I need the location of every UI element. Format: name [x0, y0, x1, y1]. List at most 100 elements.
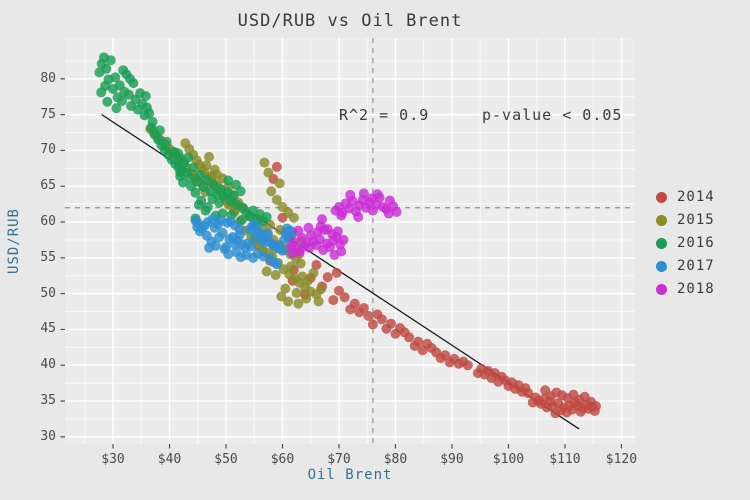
x-tick-label: $50 — [214, 452, 238, 467]
data-point-2017 — [231, 247, 242, 258]
y-tick-label: 50 — [40, 285, 56, 301]
data-point-2016 — [101, 63, 112, 74]
legend-swatch-icon — [656, 191, 667, 203]
data-point-2015 — [259, 157, 270, 168]
data-point-2016 — [183, 152, 194, 163]
data-point-2015 — [302, 275, 313, 286]
p-value-annotation: p-value < 0.05 — [482, 106, 623, 124]
y-tick-label: 40 — [40, 357, 56, 373]
data-point-2018 — [366, 193, 377, 204]
legend-label: 2015 — [677, 212, 715, 228]
data-point-2015 — [301, 293, 312, 304]
data-point-2017 — [215, 214, 226, 225]
legend-label: 2018 — [677, 281, 715, 297]
r-squared-annotation: R^2 = 0.9 — [339, 106, 430, 124]
x-tick-label: $40 — [157, 452, 182, 467]
data-point-2016 — [144, 108, 155, 119]
data-point-2016 — [117, 96, 128, 107]
legend-swatch-icon — [656, 237, 667, 249]
data-point-2017 — [234, 224, 245, 235]
data-point-2018 — [303, 222, 314, 233]
data-point-2016 — [175, 153, 186, 164]
data-point-2014 — [390, 328, 401, 339]
y-tick-label: 45 — [40, 321, 56, 337]
data-point-2017 — [217, 227, 228, 238]
data-point-2018 — [358, 188, 369, 199]
y-tick-label: 55 — [40, 249, 56, 265]
data-point-2016 — [147, 116, 158, 127]
data-point-2015 — [288, 212, 299, 223]
data-point-2014 — [372, 309, 383, 320]
data-point-2016 — [124, 73, 135, 84]
data-point-2015 — [271, 194, 282, 205]
data-point-2017 — [245, 241, 256, 252]
data-point-2016 — [185, 181, 196, 192]
data-point-2015 — [204, 151, 215, 162]
legend-item-2014: 2014 — [656, 188, 715, 206]
x-axis-title: Oil Brent — [307, 467, 393, 483]
data-point-2016 — [231, 179, 242, 190]
data-point-2017 — [224, 234, 235, 245]
data-point-2018 — [391, 207, 402, 217]
data-point-2016 — [188, 162, 199, 173]
data-point-2014 — [444, 357, 455, 368]
data-point-2017 — [269, 240, 280, 251]
data-point-2014 — [591, 401, 602, 412]
plot-panel — [65, 38, 635, 444]
data-point-2016 — [161, 136, 172, 147]
data-point-2015 — [180, 138, 191, 149]
data-point-2015 — [280, 283, 291, 294]
data-point-2014 — [333, 285, 344, 296]
data-point-2014 — [354, 307, 365, 318]
data-point-2018 — [322, 224, 333, 235]
data-point-2015 — [315, 284, 326, 295]
data-point-2017 — [204, 242, 215, 253]
data-point-2014 — [381, 323, 392, 334]
legend-item-2016: 2016 — [656, 234, 715, 252]
legend-swatch-icon — [656, 283, 667, 295]
data-point-2017 — [259, 237, 270, 248]
y-tick-label: 70 — [40, 142, 56, 158]
data-point-2016 — [236, 214, 247, 225]
data-point-2017 — [209, 222, 220, 233]
data-point-2016 — [102, 96, 113, 107]
data-point-2017 — [192, 222, 203, 233]
data-point-2017 — [244, 224, 255, 235]
y-tick-label: 35 — [40, 393, 56, 409]
data-point-2014 — [345, 304, 356, 315]
data-point-2018 — [293, 225, 304, 236]
data-point-2017 — [277, 245, 288, 256]
data-point-2016 — [110, 72, 121, 83]
legend-label: 2016 — [677, 235, 715, 251]
data-point-2015 — [263, 167, 274, 178]
data-point-2014 — [328, 295, 339, 306]
data-point-2018 — [329, 249, 340, 260]
x-tick-label: $90 — [440, 452, 464, 467]
y-tick-label: 65 — [40, 178, 56, 194]
data-point-2016 — [154, 125, 165, 136]
data-point-2014 — [339, 292, 350, 303]
data-point-2018 — [345, 189, 356, 200]
data-point-2016 — [207, 194, 218, 205]
data-point-2017 — [202, 217, 213, 228]
data-point-2014 — [540, 385, 551, 396]
data-point-2014 — [472, 368, 483, 379]
x-tick-label: $80 — [383, 452, 408, 467]
y-tick-label: 60 — [40, 214, 56, 230]
data-point-2015 — [266, 186, 277, 197]
data-point-2017 — [278, 235, 289, 246]
data-point-2016 — [140, 91, 151, 101]
legend-label: 2017 — [677, 258, 715, 274]
data-point-2016 — [175, 171, 186, 182]
data-point-2014 — [331, 267, 342, 278]
data-point-2014 — [322, 272, 333, 283]
data-point-2016 — [223, 175, 234, 186]
data-point-2018 — [286, 241, 297, 252]
data-point-2015 — [283, 296, 294, 307]
data-point-2018 — [317, 214, 328, 225]
data-point-2015 — [261, 266, 272, 277]
y-tick-label: 30 — [40, 428, 56, 444]
data-point-2015 — [270, 270, 281, 281]
data-point-2017 — [282, 223, 293, 234]
